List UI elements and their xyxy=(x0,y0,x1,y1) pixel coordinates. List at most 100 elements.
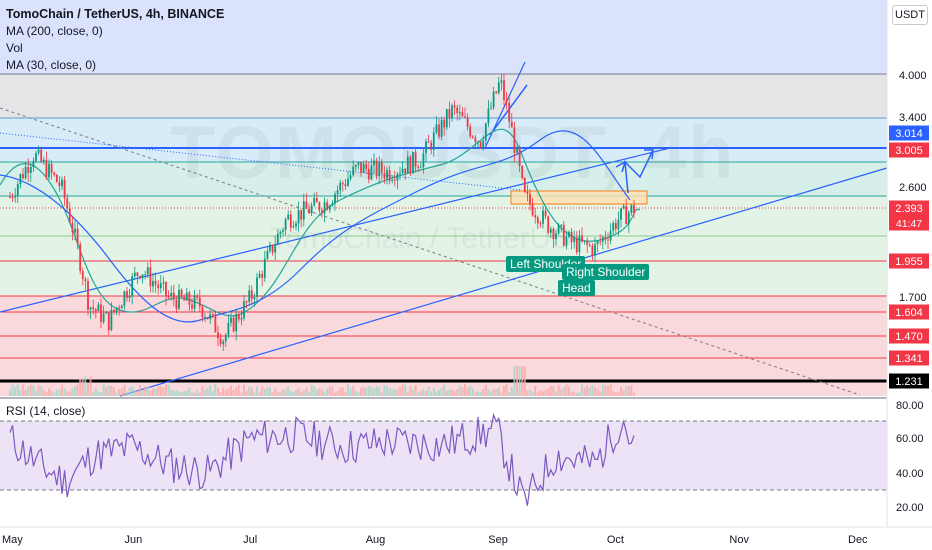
y-tick-3.400: 3.400 xyxy=(899,112,927,124)
volume-bar xyxy=(573,391,576,396)
volume-bar xyxy=(162,387,165,396)
indicator-ma30[interactable]: MA (30, close, 0) xyxy=(6,58,97,72)
volume-bar xyxy=(373,388,375,396)
candle xyxy=(344,178,347,190)
volume-bar xyxy=(180,392,183,396)
candle xyxy=(204,313,206,322)
candle xyxy=(523,176,526,193)
countdown-timer: 41:47 xyxy=(896,218,922,230)
price-badge-1.604 xyxy=(889,304,929,320)
projection-arrows xyxy=(615,149,654,194)
candle xyxy=(235,308,238,341)
candle xyxy=(97,301,100,312)
volume-bar xyxy=(315,389,318,396)
candle xyxy=(339,179,342,197)
volume-bar xyxy=(282,389,284,396)
indicator-ma200[interactable]: MA (200, close, 0) xyxy=(6,24,103,38)
chart-legend: TomoChain / TetherUS, 4h, BINANCE MA (20… xyxy=(6,6,224,74)
x-tick-nov: Nov xyxy=(729,534,749,546)
candle xyxy=(300,210,303,228)
candle xyxy=(406,150,409,174)
candle xyxy=(474,135,477,147)
trendlines xyxy=(0,61,888,397)
volume-bars xyxy=(9,366,635,396)
candle xyxy=(63,175,66,206)
volume-bar xyxy=(256,386,258,396)
candle xyxy=(362,160,365,173)
x-tick-dec: Dec xyxy=(848,534,868,546)
candle xyxy=(412,151,414,174)
candle xyxy=(287,210,290,221)
volume-bar xyxy=(118,389,121,396)
candle xyxy=(315,191,318,203)
volume-bar xyxy=(430,391,433,396)
y-tick-2.600: 2.600 xyxy=(899,182,927,194)
volume-bar xyxy=(313,386,316,396)
price-badge-1.470 xyxy=(889,328,929,344)
volume-bar xyxy=(19,389,22,396)
candle xyxy=(547,215,550,235)
volume-bar xyxy=(539,390,542,396)
volume-bar xyxy=(365,387,368,396)
candle xyxy=(188,290,191,311)
volume-bar xyxy=(516,366,518,396)
volume-bar xyxy=(167,384,170,396)
volume-bar xyxy=(217,387,219,396)
candle xyxy=(313,192,316,207)
volume-bar xyxy=(349,388,352,396)
volume-bar xyxy=(508,392,511,396)
candle xyxy=(544,207,547,220)
volume-bar xyxy=(172,390,175,396)
volume-bar xyxy=(617,392,620,396)
candle xyxy=(276,229,279,246)
candle xyxy=(269,241,271,254)
volume-bar xyxy=(578,392,581,396)
volume-bar xyxy=(630,385,633,396)
volume-bar xyxy=(235,387,238,396)
candle xyxy=(92,299,95,315)
volume-bar xyxy=(188,387,191,396)
volume-bar xyxy=(157,386,160,396)
volume-bar xyxy=(510,387,513,396)
volume-bar xyxy=(570,391,573,396)
candle xyxy=(383,165,386,184)
candle xyxy=(58,176,61,193)
volume-bar xyxy=(466,387,469,396)
volume-bar xyxy=(471,388,474,396)
volume-bar xyxy=(107,385,110,396)
volume-bar xyxy=(219,391,222,396)
candle xyxy=(191,298,193,312)
volume-bar xyxy=(146,386,149,396)
candle xyxy=(289,210,292,232)
candle xyxy=(588,242,591,248)
volume-bar xyxy=(110,385,113,396)
candle xyxy=(440,116,443,141)
price-badge-text-1.955: 1.955 xyxy=(895,256,923,268)
time-axis[interactable] xyxy=(0,527,932,550)
candle xyxy=(396,171,399,190)
candle xyxy=(464,107,466,119)
candle xyxy=(422,147,425,174)
volume-bar xyxy=(354,390,357,396)
candle xyxy=(271,244,274,256)
candle xyxy=(495,91,498,95)
volume-bar xyxy=(276,391,279,396)
volume-bar xyxy=(295,390,297,396)
volume-bar xyxy=(183,391,186,396)
indicator-vol[interactable]: Vol xyxy=(6,41,23,55)
candle xyxy=(375,157,378,180)
volume-bar xyxy=(250,387,253,396)
candle xyxy=(256,272,258,302)
rsi-legend[interactable]: RSI (14, close) xyxy=(6,404,86,418)
candle xyxy=(500,73,503,91)
candle xyxy=(487,100,490,128)
candle xyxy=(562,221,565,247)
candle xyxy=(570,228,573,250)
candle xyxy=(427,134,430,143)
volume-bar xyxy=(248,386,251,396)
candles xyxy=(9,73,635,351)
volume-bar xyxy=(523,366,526,396)
candle xyxy=(409,155,412,177)
currency-button[interactable]: USDT xyxy=(892,5,928,25)
